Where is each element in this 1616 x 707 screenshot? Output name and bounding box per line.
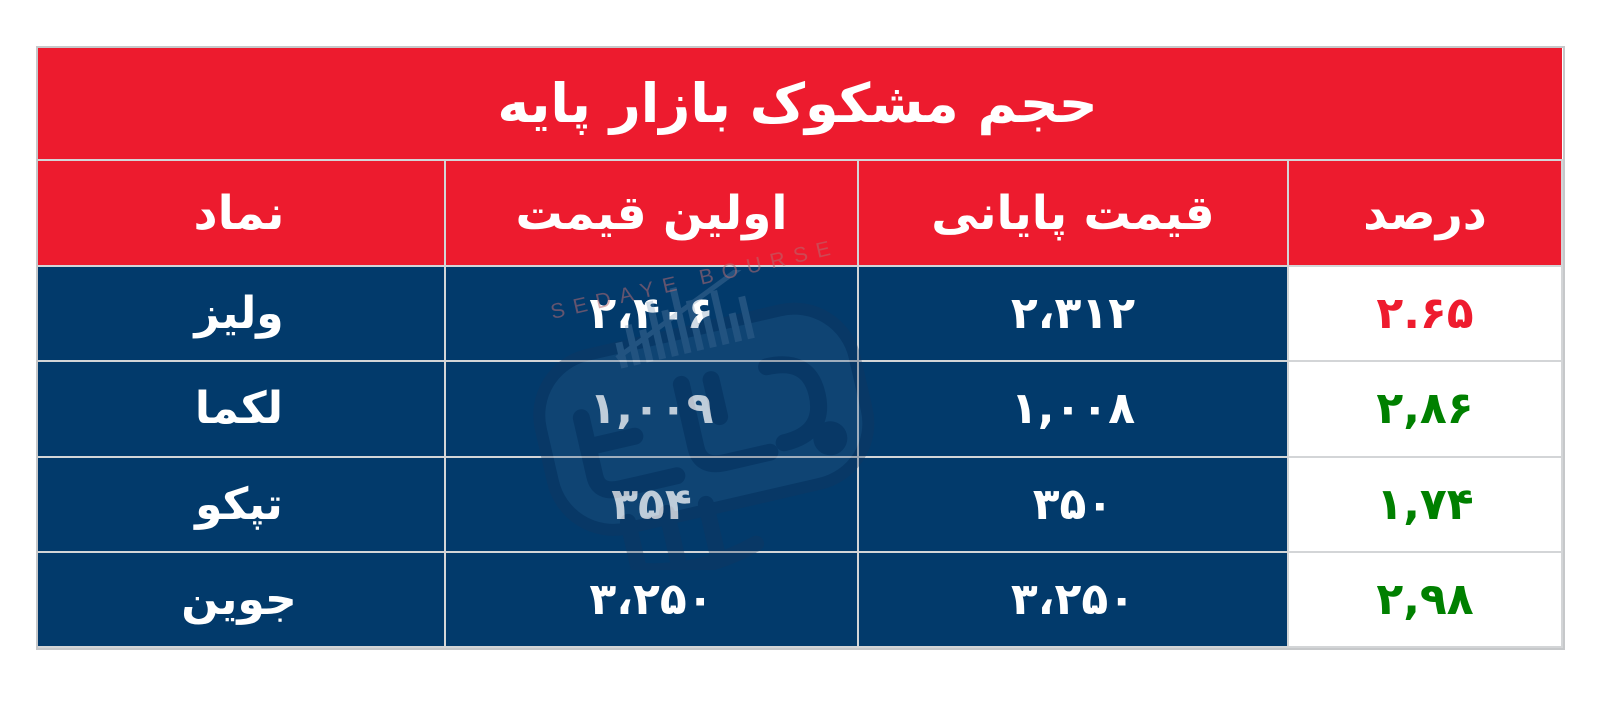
cell-percent: ۱,۷۴: [1287, 455, 1563, 553]
market-table-container: حجم مشکوک بازار پایه درصد قیمت پایانی او…: [36, 46, 1565, 650]
table-row[interactable]: ۲.۶۵ ۲،۳۱۲ ۲،۴۰۶ ولیز: [38, 264, 1563, 363]
cell-first-price: ۳،۲۵۰: [444, 550, 859, 648]
cell-percent: ۲,۹۸: [1287, 550, 1563, 648]
cell-percent: ۲,۸۶: [1287, 360, 1563, 458]
table-row[interactable]: ۱,۷۴ ۳۵۰ ۳۵۴ تپکو: [38, 455, 1563, 553]
cell-closing-price: ۲،۳۱۲: [857, 264, 1289, 363]
cell-closing-price: ۳،۲۵۰: [857, 550, 1289, 648]
cell-first-price: ۲،۴۰۶: [444, 264, 859, 363]
cell-symbol[interactable]: تپکو: [38, 455, 447, 553]
suspicious-volume-table: حجم مشکوک بازار پایه درصد قیمت پایانی او…: [38, 48, 1563, 648]
table-row[interactable]: ۲,۸۶ ۱,۰۰۸ ۱,۰۰۹ لکما: [38, 360, 1563, 458]
table-body: ۲.۶۵ ۲،۳۱۲ ۲،۴۰۶ ولیز ۲,۸۶ ۱,۰۰۸ ۱,۰۰۹ ل…: [38, 264, 1563, 648]
cell-symbol[interactable]: ولیز: [38, 264, 447, 363]
column-header-first-price[interactable]: اولین قیمت: [444, 159, 859, 267]
cell-first-price: ۱,۰۰۹: [444, 360, 859, 458]
cell-percent: ۲.۶۵: [1287, 264, 1563, 363]
page-title: حجم مشکوک بازار پایه: [38, 48, 1562, 161]
cell-symbol[interactable]: لکما: [38, 360, 447, 458]
column-header-percent[interactable]: درصد: [1287, 159, 1563, 267]
cell-closing-price: ۳۵۰: [857, 455, 1289, 553]
cell-closing-price: ۱,۰۰۸: [857, 360, 1289, 458]
column-header-closing-price[interactable]: قیمت پایانی: [857, 159, 1289, 267]
table-title-row: حجم مشکوک بازار پایه: [38, 48, 1562, 161]
table-header-row: درصد قیمت پایانی اولین قیمت نماد: [38, 159, 1563, 267]
column-header-symbol[interactable]: نماد: [38, 159, 447, 267]
cell-symbol[interactable]: جوین: [38, 550, 447, 648]
table-row[interactable]: ۲,۹۸ ۳،۲۵۰ ۳،۲۵۰ جوین: [38, 550, 1563, 648]
cell-first-price: ۳۵۴: [444, 455, 859, 553]
